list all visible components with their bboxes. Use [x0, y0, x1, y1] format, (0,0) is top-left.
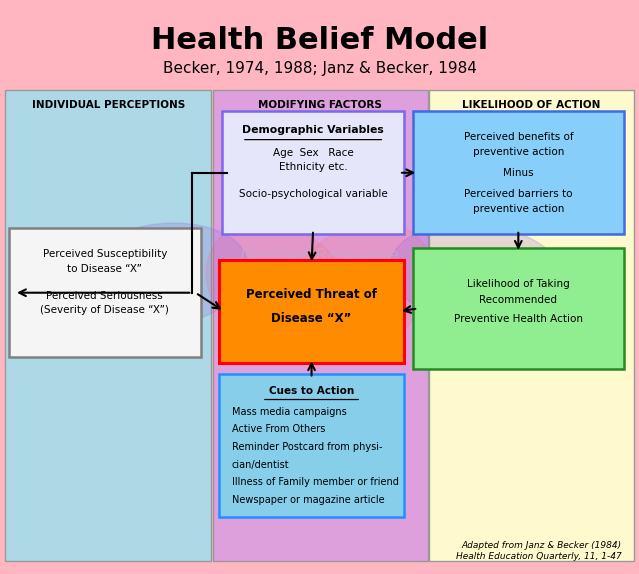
Text: (Severity of Disease “X”): (Severity of Disease “X”)	[40, 305, 169, 315]
Text: Newspaper or magazine article: Newspaper or magazine article	[232, 495, 384, 505]
Text: Post RN BSN: Post RN BSN	[263, 418, 376, 436]
Text: preventive action: preventive action	[473, 146, 564, 157]
Text: MODIFYING FACTORS: MODIFYING FACTORS	[258, 100, 381, 110]
Text: Health Belief Model: Health Belief Model	[151, 26, 488, 55]
Text: Perceived Seriousness: Perceived Seriousness	[47, 290, 163, 301]
Ellipse shape	[289, 222, 433, 352]
FancyBboxPatch shape	[413, 111, 624, 234]
FancyBboxPatch shape	[219, 374, 404, 517]
Text: Perceived benefits of: Perceived benefits of	[463, 133, 573, 142]
Text: Reminder Postcard from physi-: Reminder Postcard from physi-	[232, 442, 382, 452]
FancyBboxPatch shape	[4, 90, 212, 561]
Text: Cues to Action: Cues to Action	[269, 386, 354, 396]
FancyBboxPatch shape	[213, 90, 427, 561]
Ellipse shape	[72, 223, 249, 328]
FancyBboxPatch shape	[429, 90, 635, 561]
Ellipse shape	[390, 223, 567, 328]
Text: cian/dentist: cian/dentist	[232, 460, 289, 470]
Ellipse shape	[206, 222, 350, 352]
Text: Becker, 1974, 1988; Janz & Becker, 1984: Becker, 1974, 1988; Janz & Becker, 1984	[162, 61, 477, 76]
Text: INDIVIDUAL PERCEPTIONS: INDIVIDUAL PERCEPTIONS	[32, 100, 185, 110]
Text: Minus: Minus	[503, 168, 534, 178]
FancyBboxPatch shape	[413, 248, 624, 369]
Text: Likelihood of Taking: Likelihood of Taking	[467, 280, 570, 289]
Text: Perceived barriers to: Perceived barriers to	[464, 189, 573, 199]
Text: Perceived Susceptibility: Perceived Susceptibility	[43, 250, 167, 259]
Text: Mass media campaigns: Mass media campaigns	[232, 406, 346, 417]
FancyBboxPatch shape	[9, 228, 201, 357]
Text: Active From Others: Active From Others	[232, 424, 325, 435]
Text: Socio-psychological variable: Socio-psychological variable	[239, 189, 387, 199]
Text: Nursing Resource: Nursing Resource	[240, 247, 399, 265]
Text: Perceived Threat of: Perceived Threat of	[246, 288, 377, 301]
Text: Ethnicity etc.: Ethnicity etc.	[279, 162, 348, 172]
Text: LIKELIHOOD OF ACTION: LIKELIHOOD OF ACTION	[462, 100, 601, 110]
Text: to Disease “X”: to Disease “X”	[67, 263, 142, 274]
FancyBboxPatch shape	[219, 259, 404, 363]
Text: Illness of Family member or friend: Illness of Family member or friend	[232, 478, 399, 487]
Text: preventive action: preventive action	[473, 204, 564, 214]
FancyBboxPatch shape	[222, 111, 404, 234]
Text: Disease “X”: Disease “X”	[272, 312, 351, 325]
Text: Age  Sex   Race: Age Sex Race	[273, 148, 353, 158]
Text: Recommended: Recommended	[479, 295, 557, 305]
Text: Adapted from Janz & Becker (1984)
Health Education Quarterly, 11, 1-47: Adapted from Janz & Becker (1984) Health…	[456, 541, 622, 561]
Text: Demographic Variables: Demographic Variables	[242, 126, 384, 135]
Text: Preventive Health Action: Preventive Health Action	[454, 314, 583, 324]
